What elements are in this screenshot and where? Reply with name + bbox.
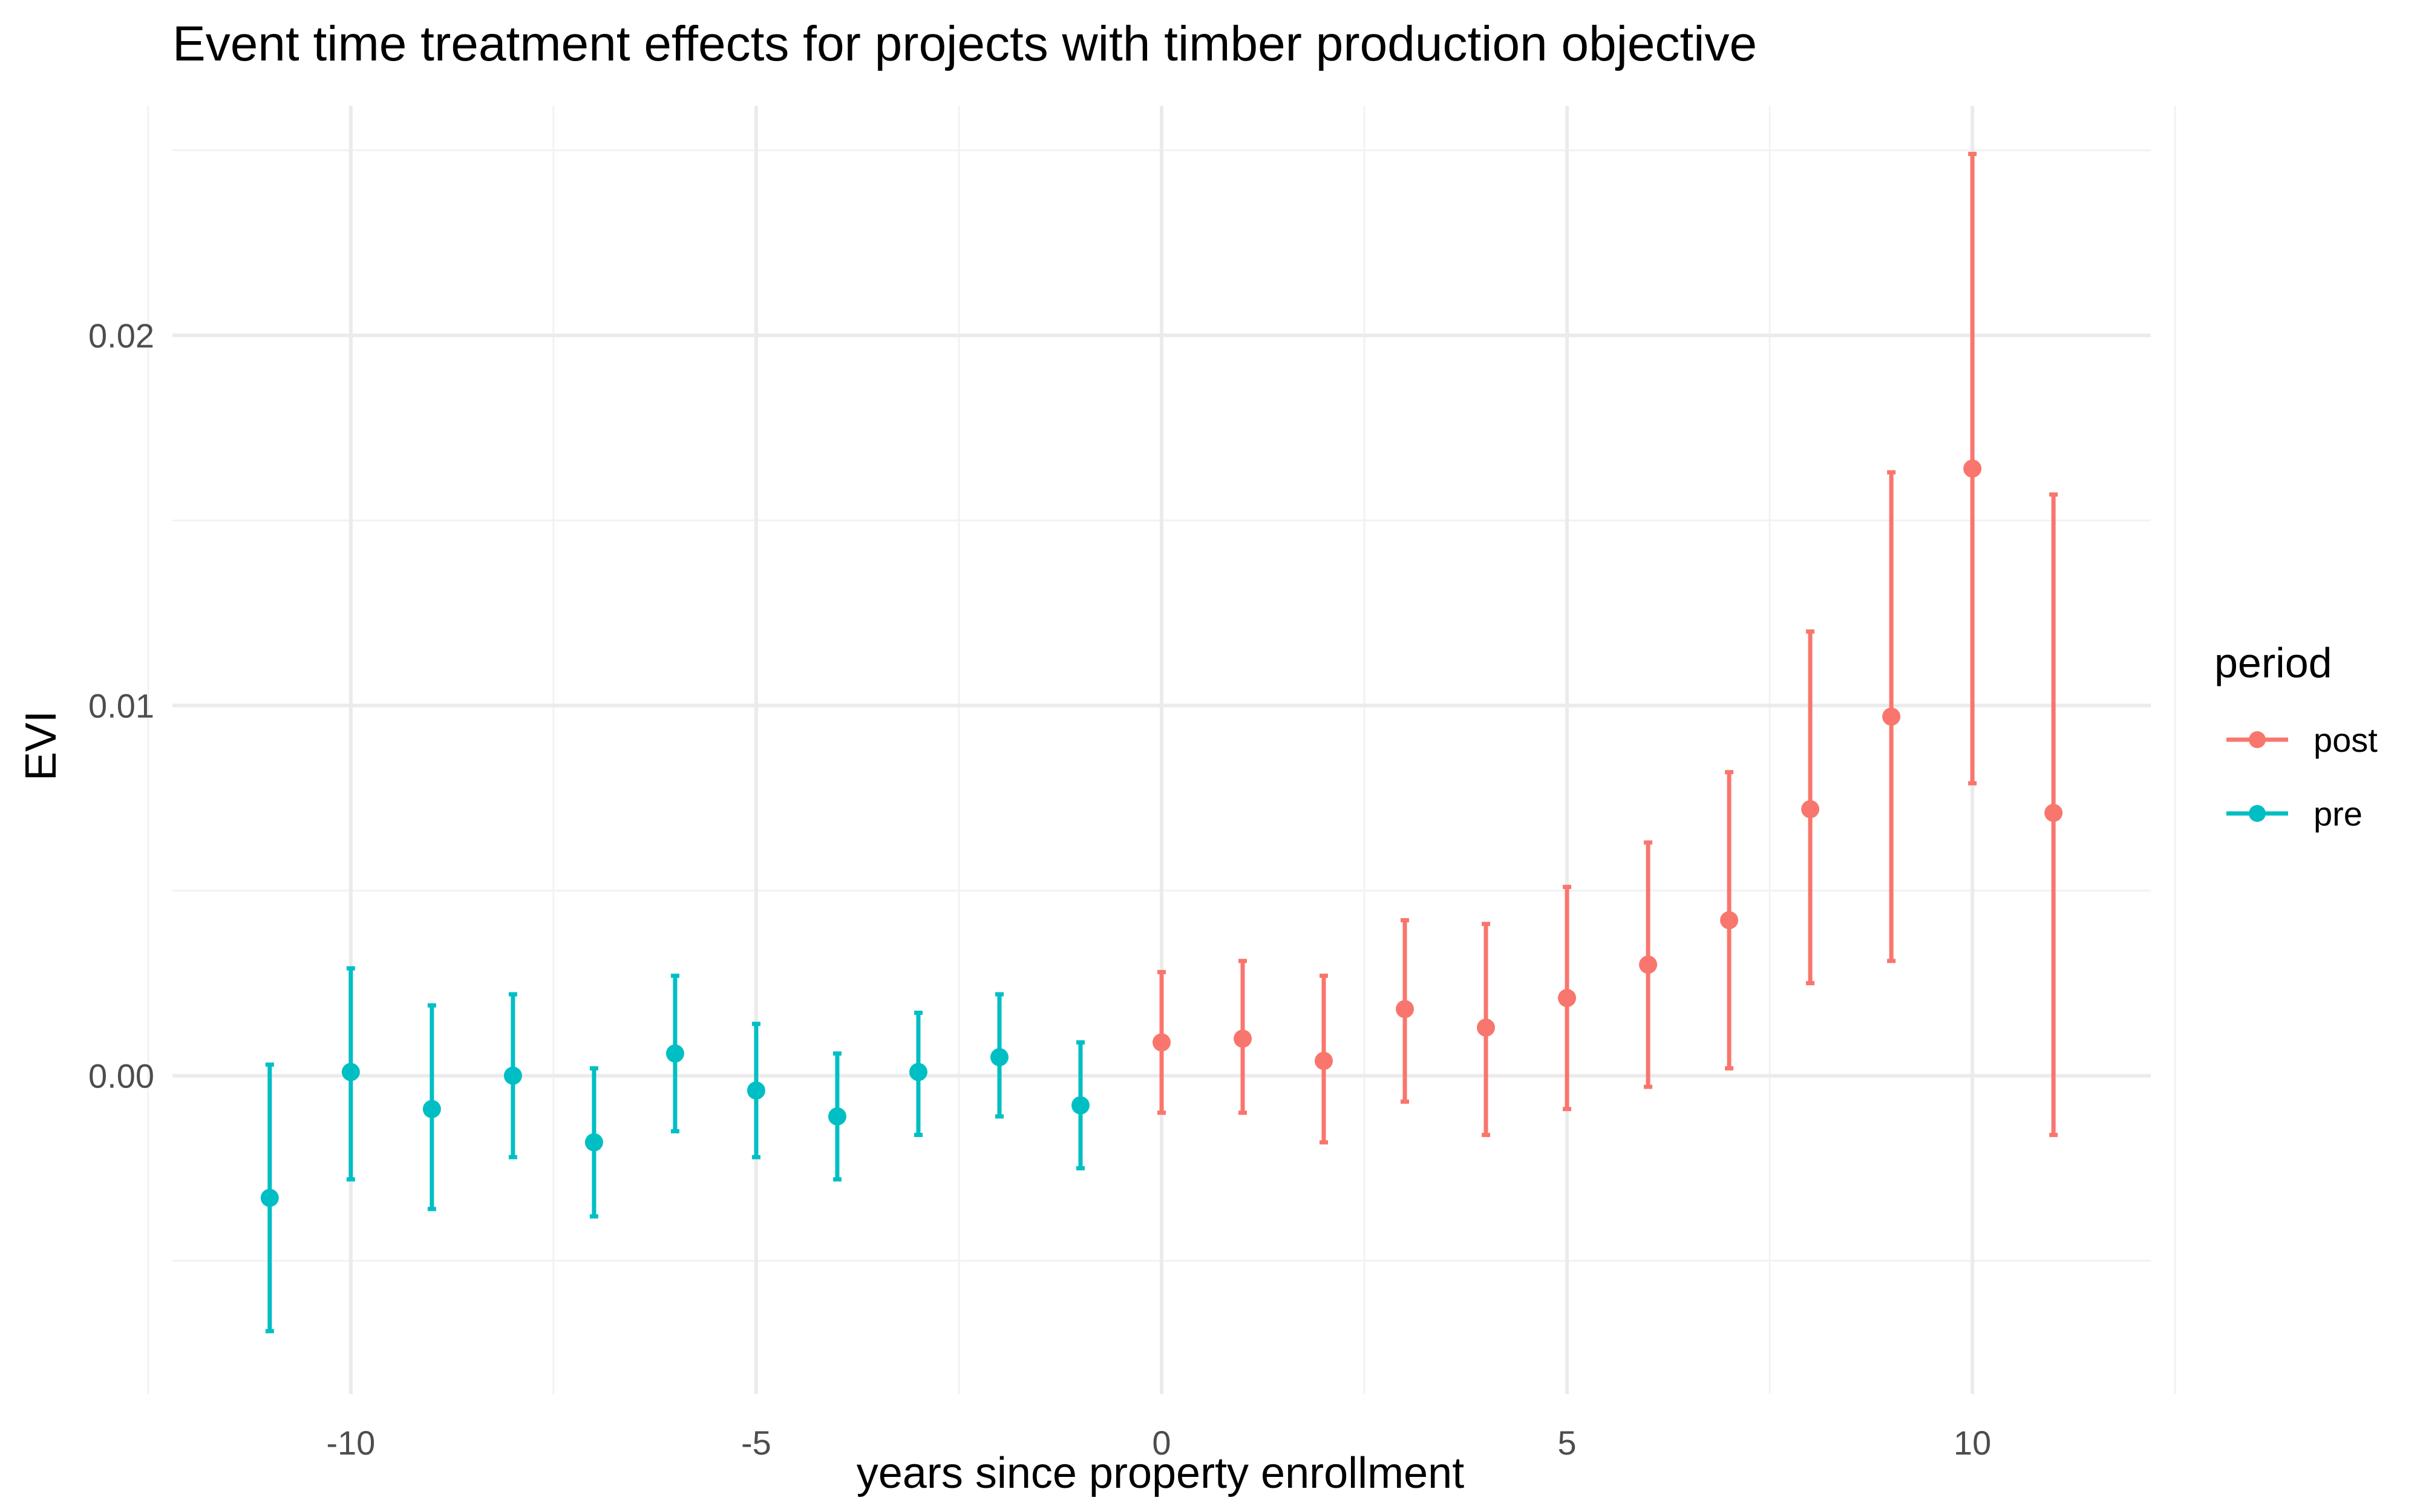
point-post	[2044, 804, 2063, 823]
data-marks	[260, 152, 2063, 1334]
chart-title: Event time treatment effects for project…	[172, 16, 1757, 71]
legend-label-pre: pre	[2314, 795, 2363, 833]
legend-entry-pre: pre	[2226, 795, 2363, 833]
point-post	[1153, 1033, 1171, 1052]
point-pre	[422, 1100, 441, 1118]
legend-key-point-pre	[2249, 805, 2266, 822]
point-post	[1963, 459, 1982, 478]
x-tick-label: -10	[326, 1424, 375, 1462]
point-pre	[666, 1044, 684, 1063]
legend-key-point-post	[2249, 731, 2266, 748]
x-tick-label: 0	[1152, 1424, 1171, 1462]
legend-entry-post: post	[2226, 721, 2378, 759]
y-tick-label: 0.02	[88, 316, 154, 354]
legend: period post pre	[2214, 639, 2378, 833]
point-post	[1477, 1018, 1496, 1037]
point-pre	[828, 1107, 846, 1126]
point-pre	[909, 1063, 927, 1081]
x-axis-title: years since property enrollment	[857, 1449, 1464, 1497]
point-pre	[990, 1048, 1009, 1067]
point-pre	[584, 1133, 603, 1152]
point-pre	[747, 1081, 765, 1100]
point-pre	[341, 1063, 360, 1081]
x-axis-ticks: -10 -5 0 5 10	[326, 1424, 1991, 1462]
y-axis-title: EVI	[17, 711, 65, 781]
point-post	[1639, 956, 1658, 974]
point-post	[1882, 707, 1901, 726]
point-pre	[1071, 1096, 1090, 1115]
y-tick-label: 0.00	[88, 1057, 154, 1095]
point-post	[1801, 800, 1820, 818]
grid	[147, 106, 2176, 1394]
point-post	[1558, 989, 1577, 1008]
series-post	[1153, 152, 2063, 1145]
point-post	[1234, 1029, 1252, 1048]
point-pre	[503, 1066, 522, 1085]
point-post	[1396, 1000, 1414, 1018]
y-axis-ticks: 0.00 0.01 0.02	[88, 316, 154, 1095]
point-post	[1720, 911, 1739, 930]
y-tick-label: 0.01	[88, 687, 154, 725]
series-pre	[260, 966, 1090, 1334]
legend-label-post: post	[2314, 721, 2378, 759]
x-tick-label: 5	[1558, 1424, 1577, 1462]
point-post	[1315, 1052, 1333, 1070]
x-tick-label: -5	[741, 1424, 771, 1462]
point-pre	[260, 1188, 279, 1207]
x-tick-label: 10	[1954, 1424, 1991, 1462]
legend-title: period	[2214, 639, 2332, 686]
